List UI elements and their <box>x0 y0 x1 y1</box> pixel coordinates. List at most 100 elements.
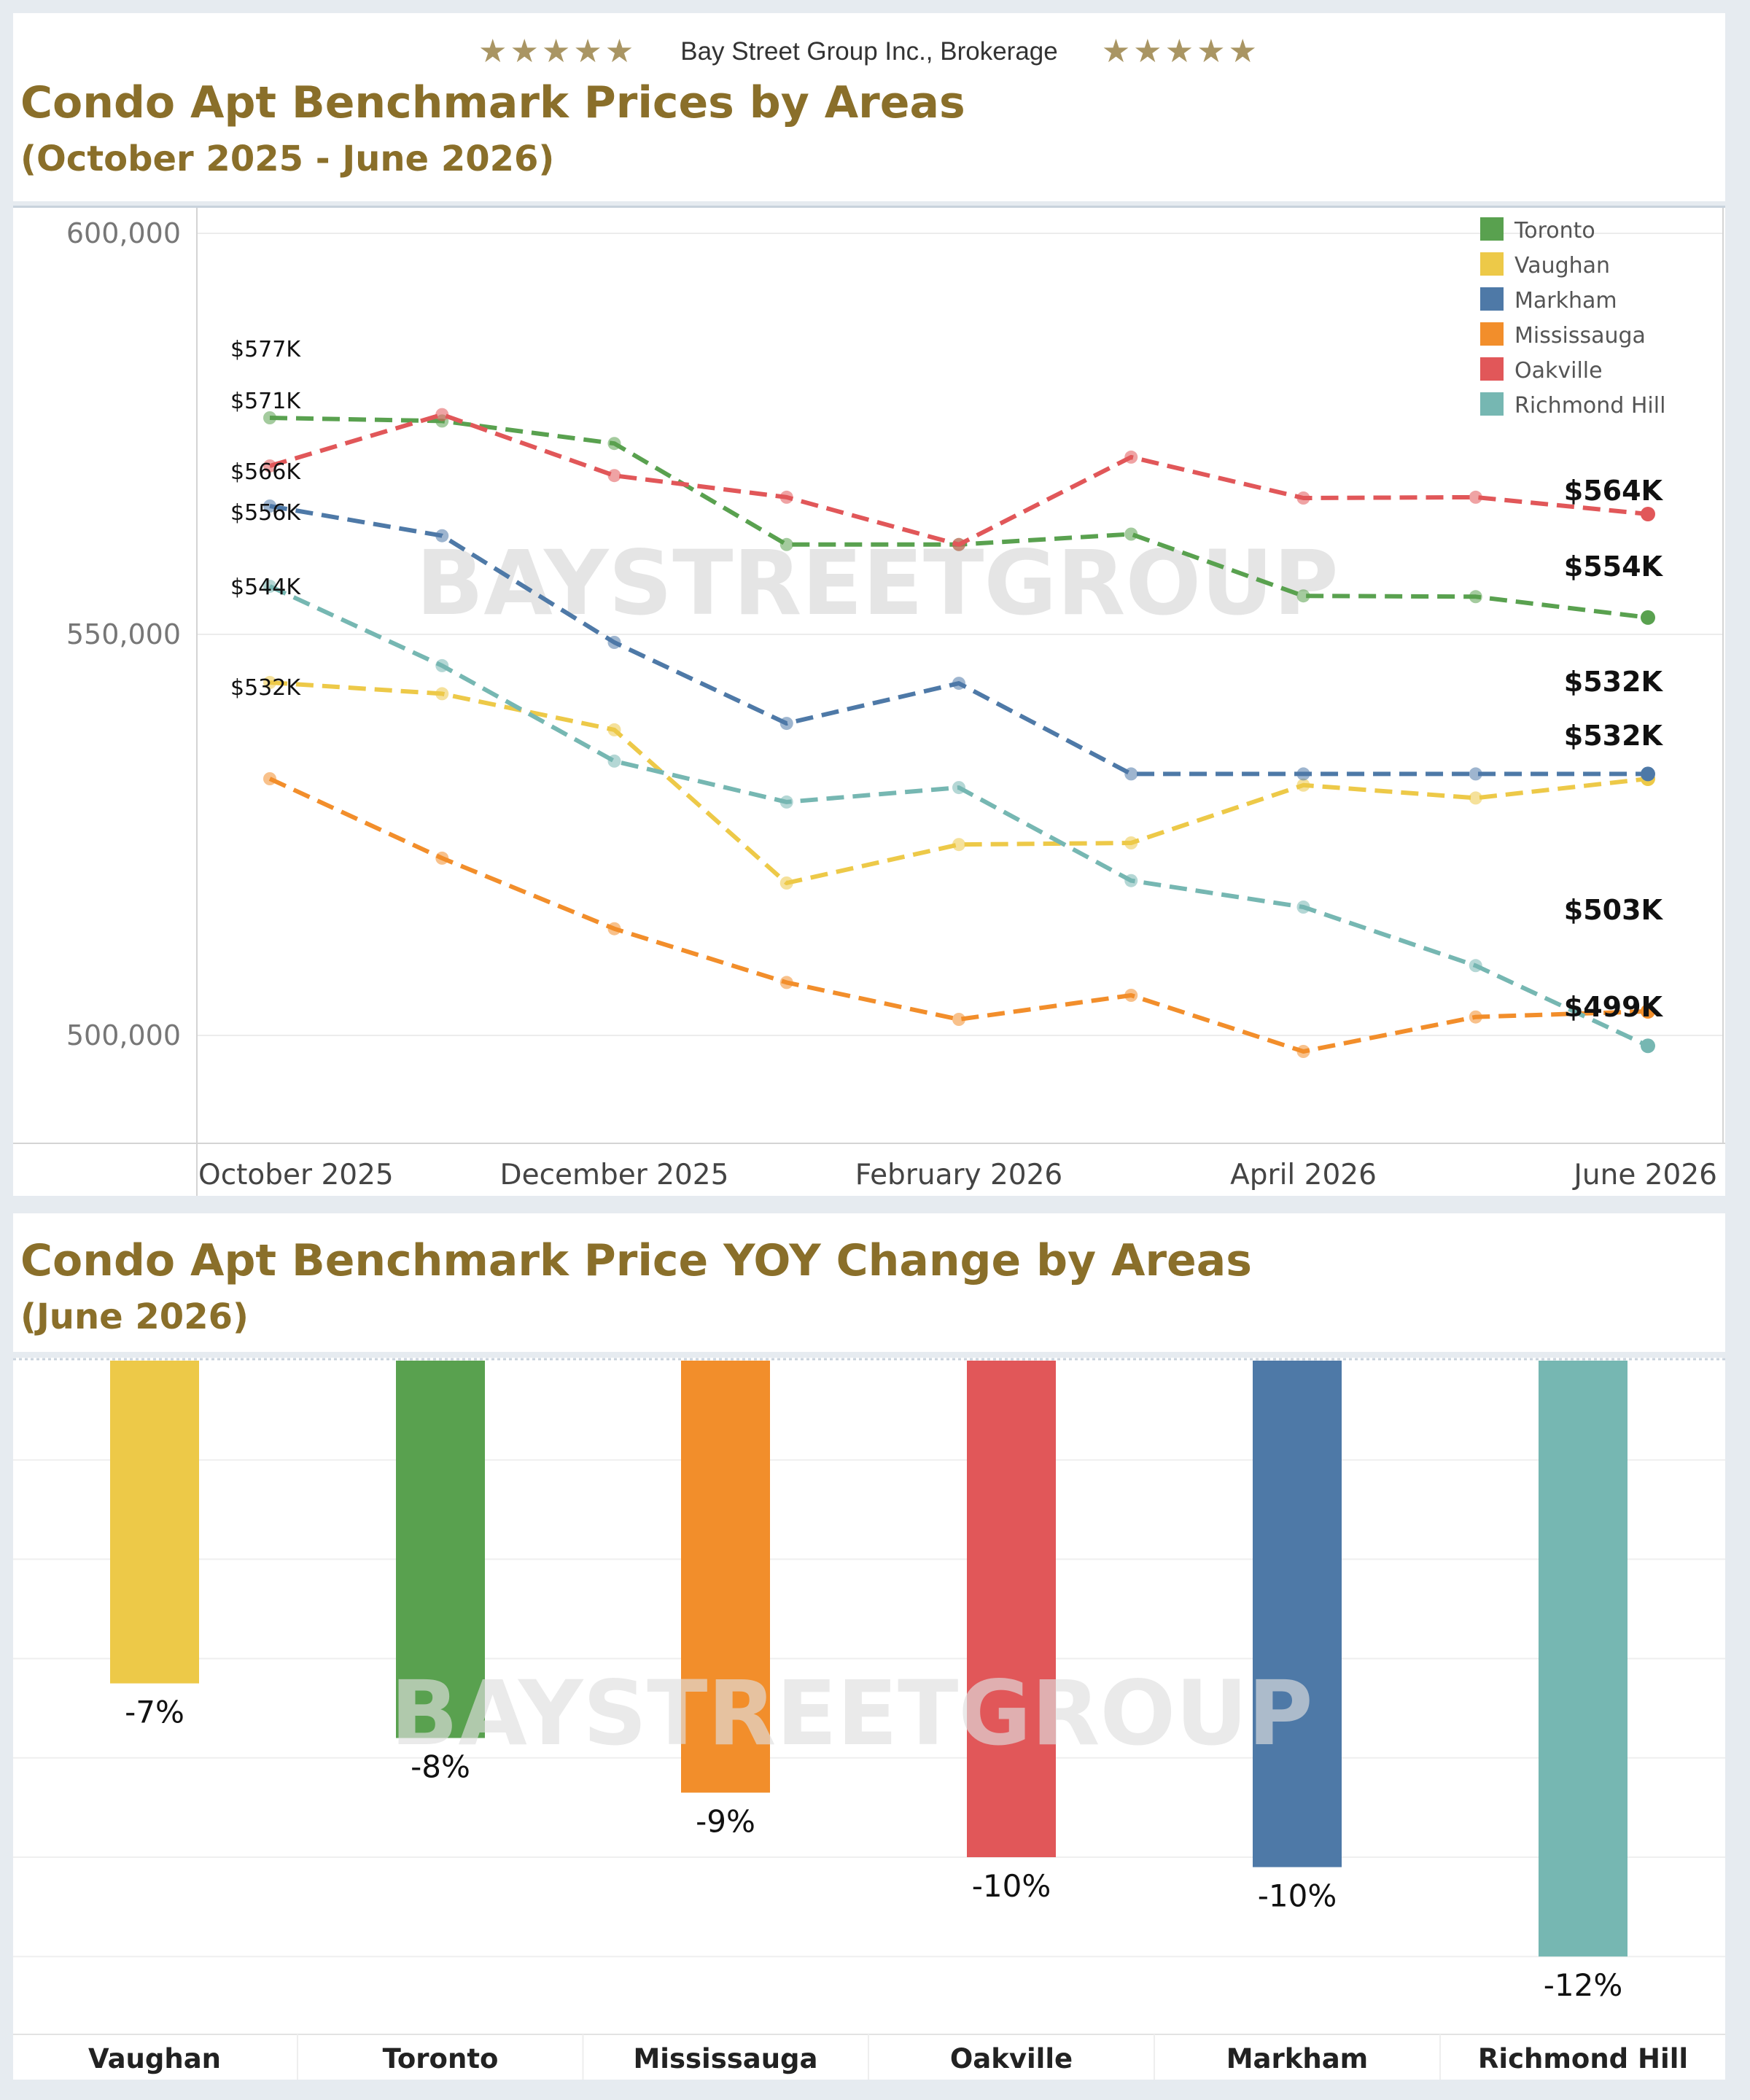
data-point-markham <box>779 717 793 731</box>
x-tick-label: February 2026 <box>855 1159 1062 1191</box>
data-point-vaughan <box>263 676 276 689</box>
line-series-oakville <box>269 412 1649 547</box>
line-chart: BAYSTREETGROUP 500,000 550,000 600,000 Octo… <box>13 205 1725 1196</box>
stars-right-icon: ★★★★★ <box>1101 33 1260 70</box>
x-tick-label: June 2026 <box>1571 1159 1717 1191</box>
category-label: Toronto <box>383 2043 499 2074</box>
legend-label: Vaughan <box>1514 253 1610 279</box>
data-point-toronto <box>1641 610 1655 625</box>
x-tick-label: October 2025 <box>198 1159 394 1191</box>
legend-swatch <box>1480 287 1504 311</box>
line-series-mississauga <box>268 777 1649 1054</box>
data-point-vaughan <box>952 838 965 852</box>
data-point-richmond-hill <box>1641 1038 1655 1054</box>
data-point-markham <box>263 499 276 513</box>
bar-chart-header: Condo Apt Benchmark Price YOY Change by … <box>13 1213 1725 1352</box>
data-point-mississauga <box>1469 1010 1482 1024</box>
data-point-richmond-hill <box>435 658 449 672</box>
data-point-markham <box>1641 766 1655 782</box>
data-point-mississauga <box>1641 1004 1655 1019</box>
data-point-vaughan <box>779 876 793 890</box>
data-point-richmond-hill <box>779 795 793 809</box>
data-point-markham <box>952 677 965 691</box>
legend-label: Toronto <box>1514 218 1595 244</box>
bar-chart: BAYSTREETGROUP -7% Vaughan -8% Toronto -9% Mi… <box>13 1358 1725 2080</box>
data-point-oakville <box>607 469 621 483</box>
end-value-label: $564K <box>1564 475 1664 507</box>
data-point-markham <box>1469 767 1482 781</box>
bar-mississauga <box>681 1361 770 1793</box>
y-tick-label: 500,000 <box>66 1019 181 1051</box>
bar-value-label: -12% <box>1544 1967 1623 2003</box>
line-chart-header: ★★★★★ Bay Street Group Inc., Brokerage ★… <box>13 13 1725 201</box>
data-point-oakville <box>1641 507 1655 521</box>
data-point-markham <box>1296 767 1310 781</box>
legend-label: Mississauga <box>1514 323 1646 349</box>
data-point-toronto <box>1296 589 1310 603</box>
data-point-richmond-hill <box>263 580 276 593</box>
legend-label: Richmond Hill <box>1514 393 1665 419</box>
line-chart-subtitle: (October 2025 - June 2026) <box>20 139 555 179</box>
watermark: BAYSTREETGROUP <box>416 532 1338 635</box>
data-point-oakville <box>435 408 449 421</box>
category-label: Markham <box>1226 2043 1369 2074</box>
data-point-toronto <box>1469 590 1482 604</box>
data-point-markham <box>607 636 621 649</box>
data-point-oakville <box>1124 450 1138 464</box>
category-label: Vaughan <box>88 2043 221 2074</box>
y-tick-label: 550,000 <box>66 618 181 650</box>
legend-swatch <box>1480 252 1504 276</box>
data-point-vaughan <box>607 723 621 736</box>
bar-chart-title: Condo Apt Benchmark Price YOY Change by … <box>20 1235 1252 1286</box>
data-point-mississauga <box>1296 1045 1310 1058</box>
bar-value-label: -10% <box>972 1868 1051 1904</box>
watermark: BAYSTREETGROUP <box>390 1662 1312 1765</box>
end-value-label: $532K <box>1564 720 1664 752</box>
end-value-label: $503K <box>1564 894 1664 926</box>
line-chart-title: Condo Apt Benchmark Prices by Areas <box>20 77 965 128</box>
line-series-richmond-hill <box>268 584 1649 1049</box>
y-tick-label: 600,000 <box>66 217 181 249</box>
brand-name: Bay Street Group Inc., Brokerage <box>680 37 1058 66</box>
data-point-oakville <box>263 459 276 472</box>
data-point-vaughan <box>1469 791 1482 805</box>
bar-value-label: -8% <box>411 1749 470 1785</box>
bar-value-label: -7% <box>125 1695 184 1730</box>
bar-toronto <box>396 1361 485 1738</box>
data-point-oakville <box>1469 490 1482 504</box>
data-point-toronto <box>607 437 621 451</box>
end-value-label: $532K <box>1564 666 1664 698</box>
category-label: Mississauga <box>633 2043 817 2074</box>
data-point-richmond-hill <box>1296 901 1310 914</box>
data-point-vaughan <box>1124 836 1138 849</box>
start-value-label: $571K <box>230 389 301 414</box>
data-point-markham <box>435 529 449 542</box>
brand-banner: ★★★★★ Bay Street Group Inc., Brokerage ★… <box>13 32 1725 71</box>
data-point-oakville <box>779 490 793 504</box>
end-value-label: $554K <box>1564 551 1664 583</box>
legend-swatch <box>1480 357 1504 381</box>
category-label: Oakville <box>950 2043 1073 2074</box>
start-value-label: $566K <box>230 459 301 485</box>
line-series-vaughan <box>269 680 1649 885</box>
legend-swatch <box>1480 392 1504 416</box>
data-point-richmond-hill <box>952 781 965 795</box>
legend-swatch <box>1480 217 1504 241</box>
data-point-mississauga <box>1124 989 1138 1002</box>
data-point-toronto <box>1124 527 1138 541</box>
end-value-label: $499K <box>1564 991 1664 1023</box>
bar-vaughan <box>110 1361 199 1684</box>
category-label: Richmond Hill <box>1478 2043 1688 2074</box>
data-point-richmond-hill <box>607 754 621 768</box>
stars-left-icon: ★★★★★ <box>478 33 637 70</box>
x-tick-label: April 2026 <box>1230 1159 1377 1191</box>
bar-chart-subtitle: (June 2026) <box>20 1296 249 1337</box>
bar-richmond-hill <box>1539 1361 1628 1957</box>
data-point-mississauga <box>779 976 793 989</box>
start-value-label: $577K <box>230 337 301 362</box>
bar-value-label: -10% <box>1258 1878 1337 1914</box>
bar-oakville <box>967 1361 1056 1857</box>
legend-swatch <box>1480 322 1504 346</box>
start-value-label: $532K <box>230 675 301 701</box>
bar-chart-panel: BAYSTREETGROUP -7% Vaughan -8% Toronto -9% Mi… <box>13 1358 1725 2080</box>
